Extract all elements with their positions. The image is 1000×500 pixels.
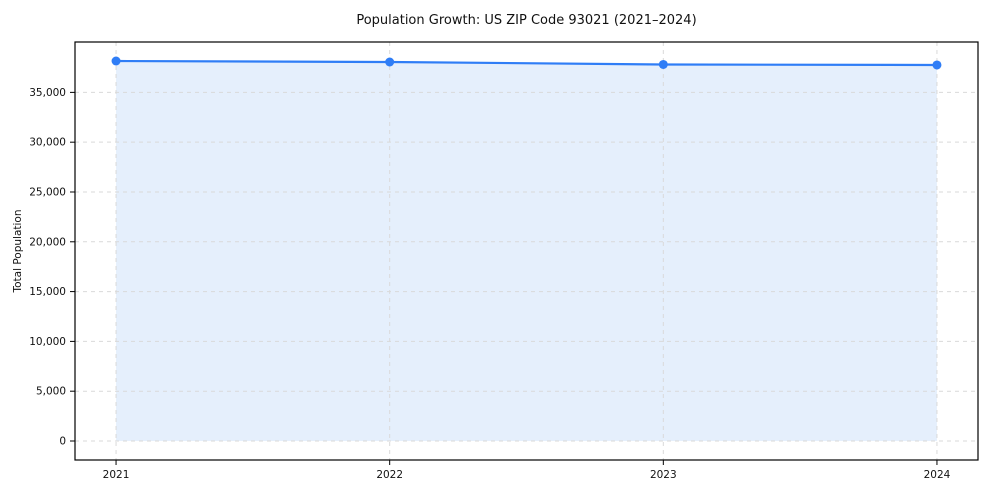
axes-spines [74,41,979,461]
y-tick-label: 0 [59,435,66,447]
x-tick-label: 2021 [103,469,130,481]
data-point [385,57,395,67]
data-point [658,59,668,69]
y-tick-label: 25,000 [29,186,66,198]
y-tick-label: 30,000 [29,137,66,149]
x-tick-label: 2024 [924,469,951,481]
y-tick-label: 10,000 [29,336,66,348]
x-tick-label: 2023 [650,469,677,481]
y-tick-label: 35,000 [29,87,66,99]
data-point [111,56,121,66]
x-tick-label: 2022 [376,469,403,481]
y-tick-label: 15,000 [29,286,66,298]
series-area [116,61,937,441]
chart-title: Population Growth: US ZIP Code 93021 (20… [356,13,697,28]
y-tick-label: 5,000 [36,386,66,398]
y-tick-label: 20,000 [29,236,66,248]
data-point [932,60,942,70]
series-line [114,59,939,67]
